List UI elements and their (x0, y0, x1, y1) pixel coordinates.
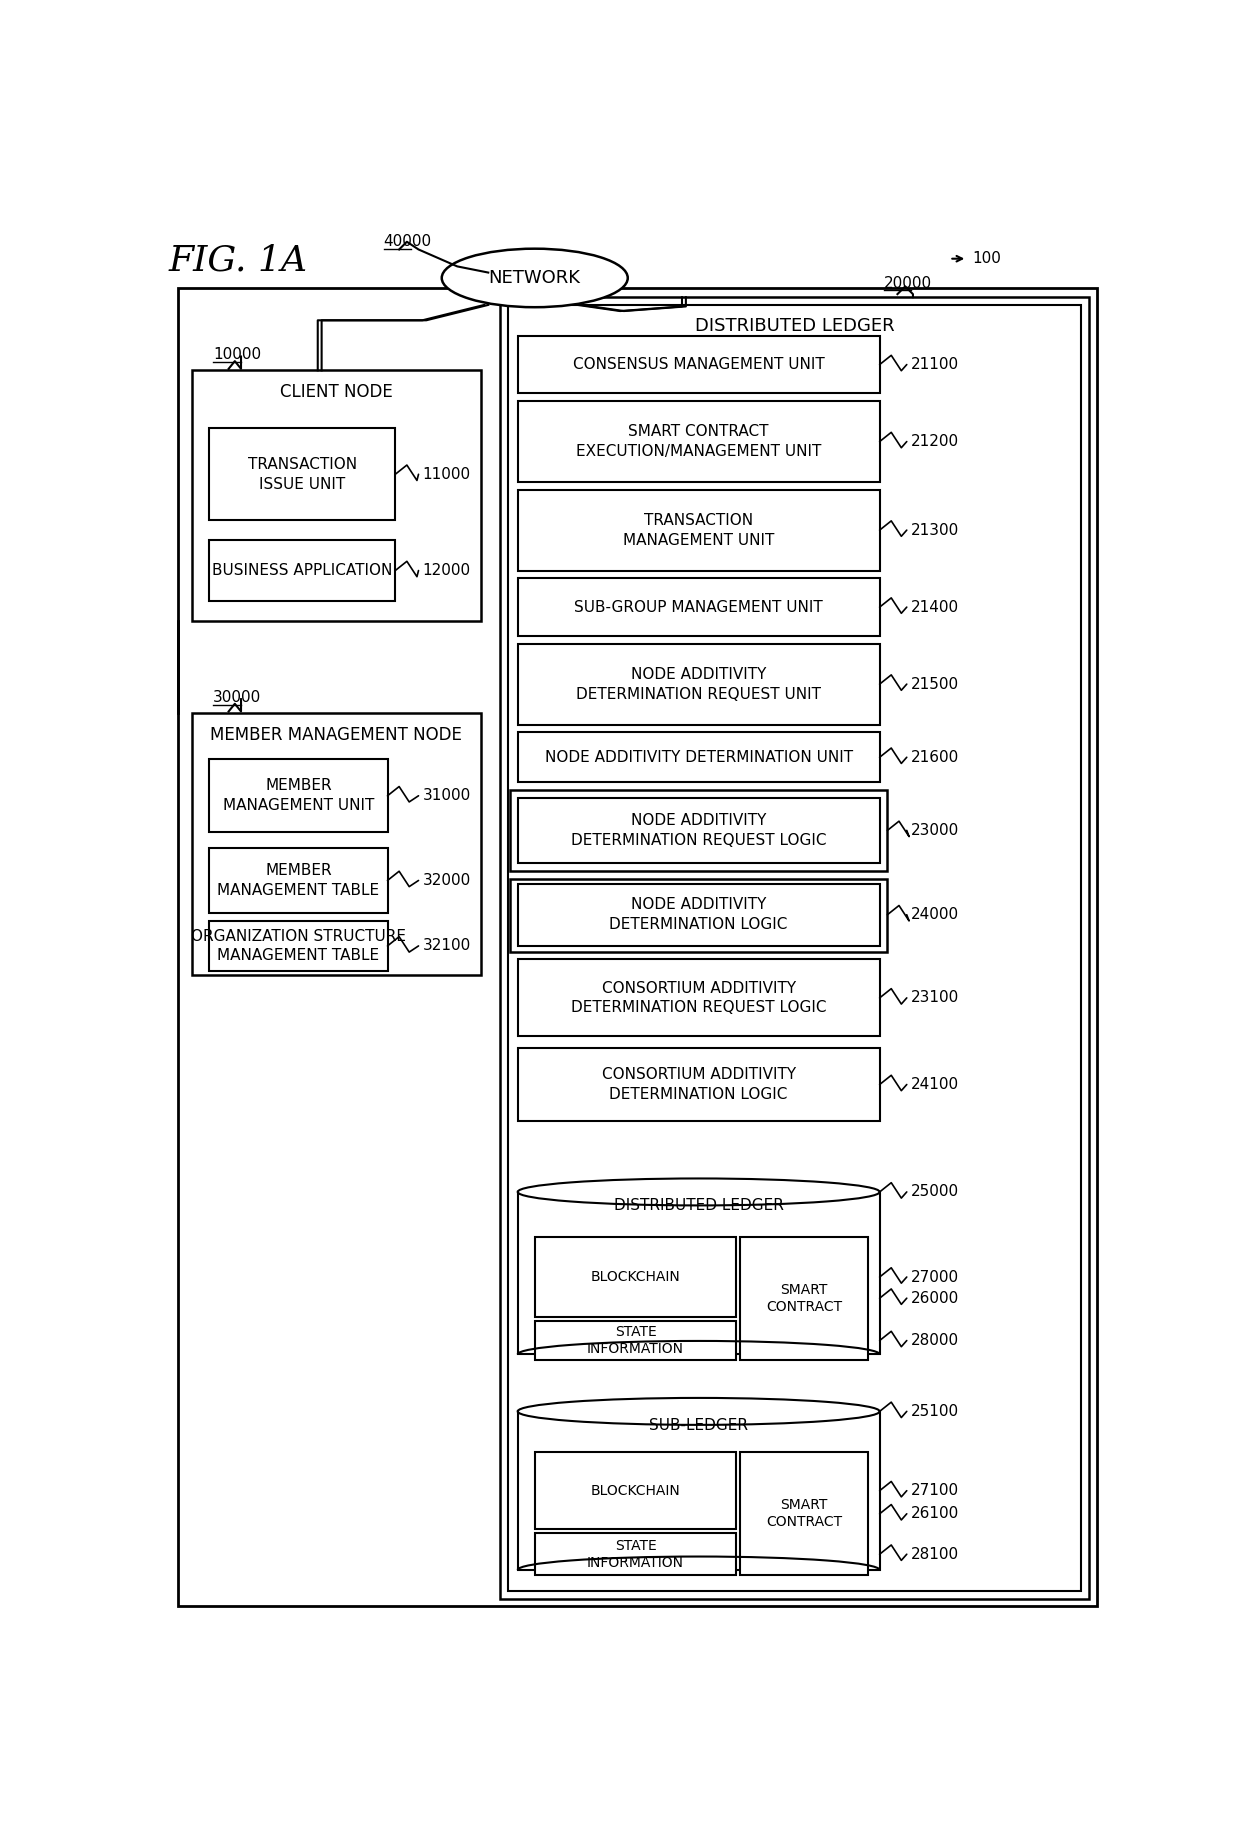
Text: 27000: 27000 (910, 1270, 959, 1284)
Text: BLOCKCHAIN: BLOCKCHAIN (590, 1270, 681, 1284)
Text: 23100: 23100 (910, 991, 959, 1006)
Text: 21300: 21300 (910, 523, 959, 538)
Text: 40000: 40000 (383, 235, 432, 250)
Text: SMART
CONTRACT: SMART CONTRACT (766, 1283, 842, 1314)
Text: MEMBER
MANAGEMENT UNIT: MEMBER MANAGEMENT UNIT (223, 778, 374, 813)
Text: 21500: 21500 (910, 677, 959, 692)
Text: 23000: 23000 (910, 822, 959, 839)
Text: 28100: 28100 (910, 1547, 959, 1562)
Text: CLIENT NODE: CLIENT NODE (280, 384, 393, 400)
Text: NODE ADDITIVITY
DETERMINATION REQUEST UNIT: NODE ADDITIVITY DETERMINATION REQUEST UN… (577, 666, 821, 701)
Text: 20000: 20000 (883, 275, 931, 290)
Text: 12000: 12000 (423, 563, 470, 578)
Ellipse shape (518, 1178, 879, 1206)
Text: MEMBER
MANAGEMENT TABLE: MEMBER MANAGEMENT TABLE (217, 862, 379, 897)
Text: 24100: 24100 (910, 1077, 959, 1092)
Bar (534, 1237, 737, 1318)
Text: TRANSACTION
ISSUE UNIT: TRANSACTION ISSUE UNIT (248, 457, 357, 492)
Text: NODE ADDITIVITY
DETERMINATION REQUEST LOGIC: NODE ADDITIVITY DETERMINATION REQUEST LO… (570, 813, 826, 848)
Bar (518, 402, 879, 483)
Bar (192, 714, 481, 974)
Bar (510, 879, 888, 952)
Text: NETWORK: NETWORK (489, 270, 580, 286)
Text: 26000: 26000 (910, 1290, 959, 1307)
Bar (518, 644, 879, 725)
Bar (192, 371, 481, 620)
Bar (500, 297, 1089, 1598)
Text: DISTRIBUTED LEDGER: DISTRIBUTED LEDGER (694, 317, 894, 336)
Bar (518, 1411, 879, 1571)
Bar (510, 791, 888, 872)
Text: CONSORTIUM ADDITIVITY
DETERMINATION REQUEST LOGIC: CONSORTIUM ADDITIVITY DETERMINATION REQU… (570, 980, 826, 1015)
Bar (534, 1321, 737, 1360)
Text: 100: 100 (972, 251, 1002, 266)
Text: STATE
INFORMATION: STATE INFORMATION (587, 1538, 684, 1571)
Text: 27100: 27100 (910, 1483, 959, 1497)
Ellipse shape (518, 1398, 879, 1424)
Text: ORGANIZATION STRUCTURE
MANAGEMENT TABLE: ORGANIZATION STRUCTURE MANAGEMENT TABLE (191, 929, 405, 963)
Bar (518, 884, 879, 945)
Text: 21400: 21400 (910, 600, 959, 615)
Bar (740, 1451, 868, 1576)
Bar (740, 1237, 868, 1360)
Text: SUB-GROUP MANAGEMENT UNIT: SUB-GROUP MANAGEMENT UNIT (574, 600, 823, 615)
Bar (534, 1451, 737, 1529)
Text: STATE
INFORMATION: STATE INFORMATION (587, 1325, 684, 1356)
Text: 25000: 25000 (910, 1184, 959, 1200)
Text: BUSINESS APPLICATION: BUSINESS APPLICATION (212, 563, 392, 578)
Text: BLOCKCHAIN: BLOCKCHAIN (590, 1485, 681, 1497)
Text: CONSENSUS MANAGEMENT UNIT: CONSENSUS MANAGEMENT UNIT (573, 358, 825, 373)
Text: SMART
CONTRACT: SMART CONTRACT (766, 1497, 842, 1529)
Text: 28000: 28000 (910, 1332, 959, 1349)
Text: 30000: 30000 (213, 690, 262, 705)
Bar (518, 578, 879, 637)
Bar (507, 305, 1081, 1591)
Bar (210, 760, 387, 833)
Text: NODE ADDITIVITY DETERMINATION UNIT: NODE ADDITIVITY DETERMINATION UNIT (544, 751, 853, 765)
Text: SUB-LEDGER: SUB-LEDGER (650, 1418, 748, 1433)
Text: 10000: 10000 (213, 347, 262, 363)
Text: CONSORTIUM ADDITIVITY
DETERMINATION LOGIC: CONSORTIUM ADDITIVITY DETERMINATION LOGI… (601, 1068, 796, 1103)
Bar (534, 1532, 737, 1576)
Text: TRANSACTION
MANAGEMENT UNIT: TRANSACTION MANAGEMENT UNIT (622, 512, 774, 547)
Bar (518, 336, 879, 393)
Text: 25100: 25100 (910, 1404, 959, 1418)
Bar (518, 732, 879, 782)
Bar (518, 798, 879, 862)
Text: 31000: 31000 (423, 789, 471, 804)
Text: SMART CONTRACT
EXECUTION/MANAGEMENT UNIT: SMART CONTRACT EXECUTION/MANAGEMENT UNIT (575, 424, 821, 459)
Text: 21100: 21100 (910, 358, 959, 373)
Text: 21200: 21200 (910, 435, 959, 450)
Text: 11000: 11000 (423, 466, 470, 483)
Text: NODE ADDITIVITY
DETERMINATION LOGIC: NODE ADDITIVITY DETERMINATION LOGIC (610, 897, 787, 932)
Text: 26100: 26100 (910, 1507, 959, 1521)
Text: 32000: 32000 (423, 873, 471, 888)
Bar (210, 428, 396, 521)
Bar (210, 848, 387, 914)
Bar (518, 490, 879, 571)
Text: DISTRIBUTED LEDGER: DISTRIBUTED LEDGER (614, 1198, 784, 1213)
Ellipse shape (441, 250, 627, 306)
Bar (518, 1048, 879, 1121)
Text: 32100: 32100 (423, 938, 471, 954)
Text: MEMBER MANAGEMENT NODE: MEMBER MANAGEMENT NODE (211, 725, 463, 743)
Text: 24000: 24000 (910, 906, 959, 923)
Text: 21600: 21600 (910, 751, 959, 765)
Bar (210, 921, 387, 971)
Bar (518, 1193, 879, 1354)
Text: FIG. 1A: FIG. 1A (169, 244, 308, 277)
Bar (210, 539, 396, 602)
Bar (518, 960, 879, 1037)
